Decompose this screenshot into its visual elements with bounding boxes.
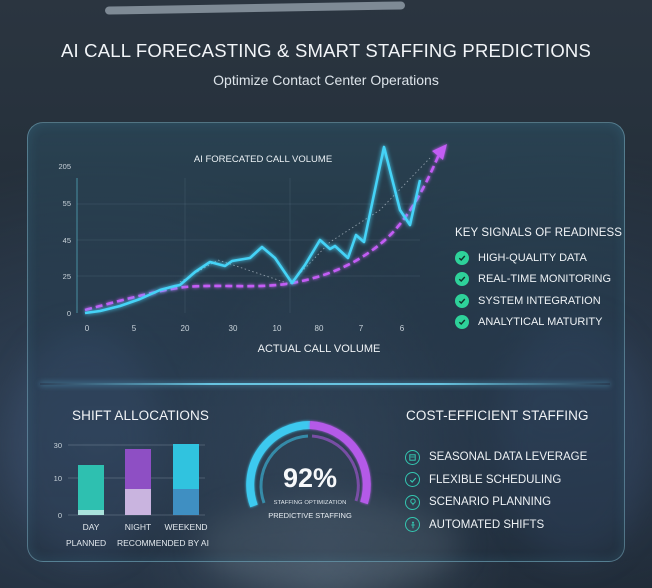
gauge-arc-left bbox=[246, 421, 311, 508]
svg-text:RECOMMENDED BY AI: RECOMMENDED BY AI bbox=[117, 538, 209, 548]
gauge-sub-label: STAFFING OPTIMIZATION bbox=[273, 500, 347, 506]
page-header: AI CALL FORECASTING & SMART STAFFING PRE… bbox=[0, 40, 652, 88]
svg-text:205: 205 bbox=[58, 162, 71, 171]
svg-text:30: 30 bbox=[54, 441, 62, 450]
section-divider bbox=[40, 383, 610, 385]
staffing-optimization-gauge: 92% STAFFING OPTIMIZATION PREDICTIVE STA… bbox=[240, 413, 380, 531]
signal-item: HIGH-QUALITY DATA bbox=[455, 247, 625, 269]
gauge-arc-right bbox=[309, 421, 371, 505]
forecast-trend-line bbox=[84, 151, 442, 312]
signal-item: REAL-TIME MONITORING bbox=[455, 269, 625, 291]
forecast-arrowhead-icon bbox=[432, 144, 447, 160]
check-icon bbox=[455, 250, 469, 265]
signal-label: SYSTEM INTEGRATION bbox=[478, 294, 601, 307]
chart-grid bbox=[76, 178, 420, 313]
bar-legend: PLANNED RECOMMENDED BY AI bbox=[66, 538, 209, 548]
calendar-icon bbox=[405, 449, 420, 465]
bar-weekend-planned bbox=[173, 489, 199, 515]
cost-item: SCENARIO PLANNING bbox=[405, 491, 615, 514]
gauge-inner-arc-right bbox=[311, 434, 360, 502]
svg-text:10: 10 bbox=[54, 474, 62, 483]
gauge-value: 92% bbox=[282, 463, 338, 493]
check-icon bbox=[455, 293, 469, 308]
svg-text:0: 0 bbox=[85, 324, 90, 333]
bar-y-tick-labels: 30 10 0 bbox=[54, 441, 62, 520]
svg-text:WEEKEND: WEEKEND bbox=[165, 522, 208, 532]
svg-text:55: 55 bbox=[63, 199, 71, 208]
svg-text:30: 30 bbox=[229, 324, 238, 333]
page-title: AI CALL FORECASTING & SMART STAFFING PRE… bbox=[60, 40, 592, 61]
check-icon bbox=[455, 315, 469, 330]
cost-item: FLEXIBLE SCHEDULING bbox=[405, 469, 615, 492]
cost-efficient-list: SEASONAL DATA LEVERAGE FLEXIBLE SCHEDULI… bbox=[405, 446, 615, 536]
svg-text:0: 0 bbox=[67, 309, 71, 318]
svg-text:20: 20 bbox=[181, 324, 190, 333]
shift-allocations-title: SHIFT ALLOCATIONS bbox=[72, 408, 209, 423]
cost-item-label: SEASONAL DATA LEVERAGE bbox=[429, 451, 588, 464]
svg-text:6: 6 bbox=[400, 324, 405, 333]
cost-item-label: FLEXIBLE SCHEDULING bbox=[429, 473, 562, 486]
x-axis-label: ACTUAL CALL VOLUME bbox=[258, 343, 381, 355]
cost-item: SEASONAL DATA LEVERAGE bbox=[405, 446, 615, 469]
chart-title: AI FORECATED CALL VOLUME bbox=[194, 154, 332, 165]
svg-text:80: 80 bbox=[315, 324, 324, 333]
shift-allocations-bar-chart: 30 10 0 DAY NIGHT WEEKEND PLANNED RECOMM… bbox=[54, 441, 209, 548]
bar-night-recommended bbox=[125, 449, 151, 489]
bar-day-planned bbox=[78, 510, 104, 515]
check-circle-icon bbox=[405, 472, 420, 488]
svg-text:NIGHT: NIGHT bbox=[125, 522, 151, 532]
svg-text:7: 7 bbox=[359, 324, 364, 333]
gauge-inner-arc-left bbox=[259, 434, 309, 504]
bar-category-labels: DAY NIGHT WEEKEND bbox=[83, 522, 208, 532]
bar-night-planned bbox=[125, 489, 151, 515]
signal-item: ANALYTICAL MATURITY bbox=[455, 312, 625, 334]
svg-text:45: 45 bbox=[63, 236, 71, 245]
gauge-label: PREDICTIVE STAFFING bbox=[268, 511, 352, 520]
signal-label: HIGH-QUALITY DATA bbox=[478, 251, 587, 264]
key-signals-title: KEY SIGNALS OF READINESS bbox=[455, 227, 623, 239]
bar-day-recommended bbox=[78, 465, 104, 510]
person-icon bbox=[405, 517, 420, 533]
signal-label: REAL-TIME MONITORING bbox=[478, 273, 612, 286]
actual-call-volume-line bbox=[84, 145, 422, 315]
cost-item: AUTOMATED SHIFTS bbox=[405, 514, 615, 537]
svg-text:PLANNED: PLANNED bbox=[66, 538, 106, 548]
cost-efficient-title: COST-EFFICIENT STAFFING bbox=[406, 408, 589, 423]
cost-item-label: AUTOMATED SHIFTS bbox=[429, 518, 545, 531]
svg-text:0: 0 bbox=[58, 511, 62, 520]
cost-item-label: SCENARIO PLANNING bbox=[429, 496, 552, 509]
x-tick-labels: 0 5 20 30 10 80 7 6 bbox=[85, 324, 405, 333]
svg-text:25: 25 bbox=[63, 272, 71, 281]
check-icon bbox=[455, 272, 469, 287]
svg-text:DAY: DAY bbox=[83, 522, 100, 532]
page-subtitle: Optimize Contact Center Operations bbox=[213, 72, 439, 88]
bar-weekend-recommended bbox=[173, 444, 199, 489]
lightbulb-icon bbox=[405, 494, 420, 510]
key-signals-list: KEY SIGNALS OF READINESS HIGH-QUALITY DA… bbox=[455, 227, 625, 333]
signal-item: SYSTEM INTEGRATION bbox=[455, 290, 625, 312]
svg-text:10: 10 bbox=[273, 324, 282, 333]
signal-label: ANALYTICAL MATURITY bbox=[478, 316, 603, 329]
y-tick-labels: 205 55 45 25 0 bbox=[58, 162, 71, 318]
svg-text:5: 5 bbox=[132, 324, 137, 333]
